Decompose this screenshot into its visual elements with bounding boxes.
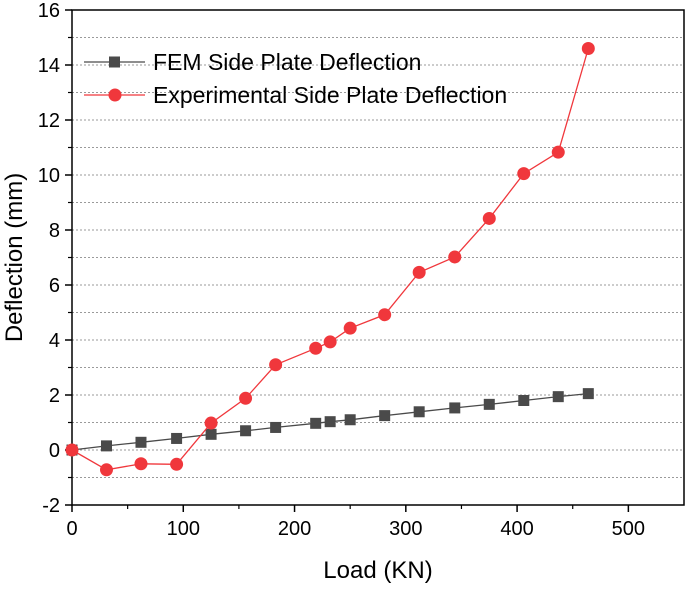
data-point-circle (448, 250, 462, 264)
x-tick-label: 500 (612, 518, 645, 540)
data-point-square (518, 395, 530, 406)
data-point-square (552, 391, 564, 403)
data-point-circle (170, 457, 184, 471)
series-line (71, 48, 589, 471)
data-point-circle (517, 167, 531, 181)
x-tick-label: 200 (278, 518, 311, 540)
y-tick-label: 12 (38, 110, 60, 132)
legend-marker-fem-square (109, 56, 120, 68)
legend-item-experimental: Experimental Side Plate Deflection (84, 82, 507, 108)
data-point-circle (323, 335, 337, 349)
data-point-square (171, 432, 183, 444)
data-point-circle (482, 211, 496, 225)
y-tick-label: 8 (49, 220, 60, 242)
data-point-square (205, 428, 217, 440)
y-tick-label: 2 (49, 385, 60, 407)
ticks: -2 0 2 4 6 8 10 12 14 16 0 100 200 300 400 500 (38, 0, 645, 540)
data-point-circle (343, 321, 357, 335)
data-point-circle (378, 308, 392, 322)
y-tick-label: 16 (38, 0, 60, 22)
legend-label-fem: FEM Side Plate Deflection (153, 49, 421, 75)
y-tick-label: 0 (49, 440, 60, 462)
x-tick-label: 400 (500, 518, 533, 540)
legend-marker-experimental-circle (108, 88, 122, 102)
y-tick-label: 14 (38, 55, 60, 77)
legend-item-fem: FEM Side Plate Deflection (84, 49, 421, 75)
x-tick-label: 300 (389, 518, 422, 540)
series-fem (66, 388, 594, 456)
data-point-circle (581, 42, 595, 55)
legend-label-experimental: Experimental Side Plate Deflection (153, 82, 507, 108)
x-axis-label: Load (KN) (323, 557, 432, 584)
data-point-square (135, 436, 147, 448)
y-tick-label: 4 (49, 330, 60, 352)
data-point-circle (551, 145, 565, 159)
series-experimental (65, 42, 595, 477)
legend: FEM Side Plate Deflection Experimental S… (84, 49, 507, 108)
data-point-circle (204, 416, 218, 430)
data-point-circle (239, 391, 253, 405)
x-tick-label: 0 (66, 518, 77, 540)
data-point-circle (309, 341, 323, 355)
data-point-square (483, 398, 495, 410)
data-point-circle (99, 463, 113, 477)
y-tick-label: -2 (42, 495, 60, 517)
grid-lines (72, 37, 684, 478)
data-point-square (310, 417, 322, 429)
data-point-circle (134, 457, 148, 471)
data-point-square (270, 421, 282, 433)
data-point-square (240, 425, 252, 437)
data-point-square (413, 406, 425, 418)
data-point-square (100, 440, 112, 452)
y-tick-label: 6 (49, 275, 60, 297)
data-point-square (582, 388, 594, 400)
series (65, 42, 595, 477)
data-point-circle (412, 265, 426, 279)
data-point-circle (65, 443, 79, 457)
data-point-circle (269, 358, 283, 372)
data-point-square (324, 416, 336, 428)
data-point-square (449, 402, 461, 414)
data-point-square (379, 410, 391, 422)
x-tick-label: 100 (167, 518, 200, 540)
y-axis-label: Deflection (mm) (1, 173, 28, 342)
y-tick-label: 10 (38, 165, 60, 187)
data-point-square (344, 414, 356, 426)
